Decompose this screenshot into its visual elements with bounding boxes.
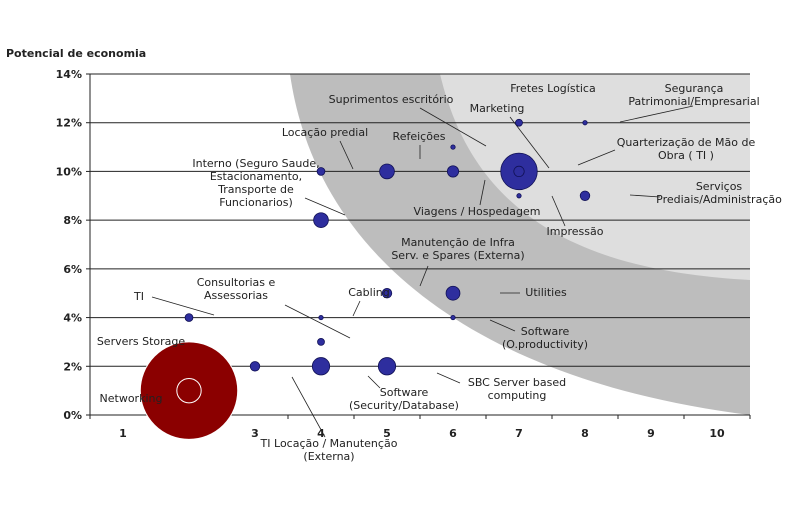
y-axis-title: Potencial de economia <box>6 47 146 60</box>
y-tick-label: 6% <box>63 263 82 276</box>
leader-line <box>284 304 351 339</box>
leader-line <box>619 105 694 123</box>
bubble <box>318 314 324 321</box>
x-tick-label: 4 <box>317 427 325 440</box>
bubble <box>513 165 525 178</box>
leader-line <box>419 107 487 147</box>
bubble <box>582 120 588 126</box>
point-label: Locação predial <box>282 126 368 139</box>
bubble <box>311 357 331 376</box>
point-label: Software (Security/Database) <box>349 386 459 412</box>
point-label: Segurança Patrimonial/Empresarial <box>628 82 759 108</box>
y-tick-labels: 0% 2% 4% 6% 8% 10% 12% 14% <box>56 68 90 422</box>
x-tick-label: 6 <box>449 427 457 440</box>
point-label: TI <box>133 290 144 303</box>
bubble <box>316 167 326 176</box>
bubble <box>313 212 329 228</box>
bubble <box>176 377 202 404</box>
point-labels: Fretes Logística Segurança Patrimonial/Emp… <box>97 82 782 463</box>
point-label: Impressão <box>547 225 604 238</box>
point-label: SBC Server based computing <box>468 376 566 402</box>
x-tick-label: 10 <box>709 427 725 440</box>
leader-line <box>551 195 566 227</box>
y-tick-label: 12% <box>56 117 82 130</box>
leader-line <box>339 140 354 170</box>
point-label: Servers Storage <box>97 335 186 348</box>
x-tick-label: 3 <box>251 427 259 440</box>
bubble <box>249 361 261 372</box>
y-tick-label: 4% <box>63 312 82 325</box>
point-label: Suprimentos escritório <box>329 93 454 106</box>
point-label: Viagens / Hospedagem <box>414 205 541 218</box>
x-tick-label: 8 <box>581 427 589 440</box>
point-label: Quarterização de Mão de Obra ( TI ) <box>617 136 756 162</box>
leader-line <box>436 372 461 384</box>
point-label: Consultorias e Assessorias <box>197 276 276 302</box>
bubble <box>381 288 393 299</box>
point-label: Serviços Prediais/Administração <box>656 180 782 206</box>
point-label: Refeições <box>393 130 446 143</box>
point-label: Cabling <box>348 286 389 299</box>
leader-line <box>367 375 381 389</box>
x-tick-label: 9 <box>647 427 655 440</box>
leader-line <box>304 197 346 216</box>
bubble <box>515 118 523 127</box>
x-tick-label: 7 <box>515 427 523 440</box>
leader-line <box>489 319 516 332</box>
leader-line <box>577 149 616 166</box>
leader-line <box>151 296 215 316</box>
leader-line <box>479 179 486 206</box>
y-tick-label: 0% <box>63 409 82 422</box>
leader-line <box>629 194 661 198</box>
point-label: Networking <box>100 392 163 405</box>
bubble <box>445 285 461 301</box>
leader-line <box>419 265 429 287</box>
point-label: Fretes Logística <box>510 82 595 95</box>
bubble <box>317 338 325 346</box>
gridlines <box>90 73 750 367</box>
leader-line <box>291 376 326 438</box>
bubble <box>377 357 397 376</box>
bubble <box>446 165 460 178</box>
point-label: Software (O.productivity) <box>502 325 588 351</box>
leader-line <box>352 300 361 317</box>
bubble <box>450 314 456 321</box>
bubble <box>450 144 456 150</box>
point-label: Interno (Seguro Saude, Estacionamento, Tra… <box>192 157 319 209</box>
point-label: TI Locação / Manutenção (Externa) <box>260 437 398 463</box>
bubble <box>184 313 194 322</box>
bubbles <box>139 118 591 440</box>
x-tick-label: 1 <box>119 427 127 440</box>
bubble <box>579 190 591 201</box>
point-label: Marketing <box>470 102 525 115</box>
x-tick-label: 5 <box>383 427 391 440</box>
bubble <box>516 193 522 199</box>
y-tick-label: 8% <box>63 214 82 227</box>
y-tick-label: 10% <box>56 165 82 178</box>
point-label: Utilities <box>525 286 567 299</box>
y-tick-label: 14% <box>56 68 82 81</box>
bubble <box>379 163 395 180</box>
point-label: Manutenção de Infra Serv. e Spares (Exter… <box>391 236 524 262</box>
y-tick-label: 2% <box>63 360 82 373</box>
